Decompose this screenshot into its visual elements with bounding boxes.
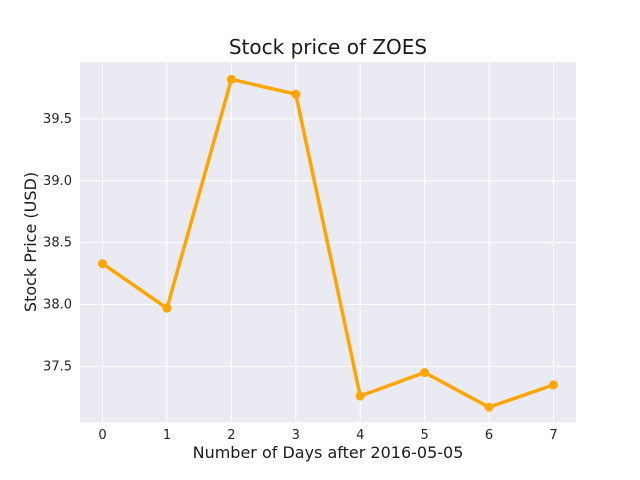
y-tick-labels: 37.5 38.0 38.5 39.0 39.5 [43, 112, 72, 374]
x-tick-label: 2 [227, 428, 235, 443]
chart-title: Stock price of ZOES [229, 35, 427, 59]
y-tick-label: 39.5 [43, 112, 72, 127]
data-point [420, 368, 430, 378]
data-point [291, 89, 301, 99]
x-tick-label: 6 [485, 428, 493, 443]
data-point [355, 391, 365, 401]
data-point [98, 259, 108, 269]
x-tick-label: 7 [549, 428, 557, 443]
x-tick-label: 0 [98, 428, 106, 443]
data-point [162, 303, 172, 313]
x-tick-label: 1 [163, 428, 171, 443]
x-tick-label: 5 [420, 428, 428, 443]
data-point [548, 380, 558, 390]
data-point [226, 74, 236, 84]
series-line [100, 77, 556, 409]
x-axis-title: Number of Days after 2016-05-05 [193, 443, 464, 462]
y-tick-label: 38.5 [43, 236, 72, 251]
y-axis-title: Stock Price (USD) [21, 172, 40, 312]
y-tick-label: 39.0 [43, 174, 72, 189]
x-tick-label: 3 [292, 428, 300, 443]
y-tick-label: 37.5 [43, 359, 72, 374]
x-tick-labels: 0 1 2 3 4 5 6 7 [98, 428, 557, 443]
y-tick-label: 38.0 [43, 297, 72, 312]
data-point [484, 402, 494, 412]
x-tick-label: 4 [356, 428, 364, 443]
series-layer [98, 74, 558, 412]
